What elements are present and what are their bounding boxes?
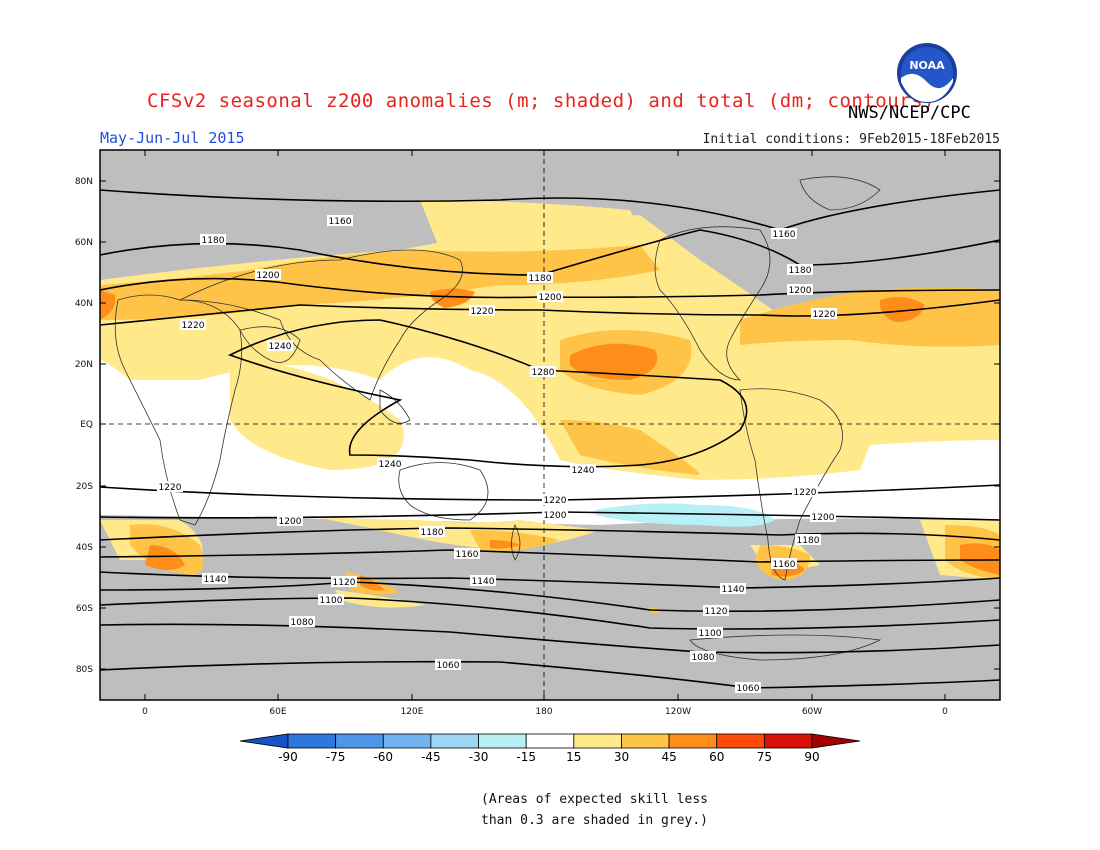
colorbar-label: 60 (709, 750, 724, 764)
contour-label: 1060 (437, 661, 460, 671)
lon-label: 0 (942, 707, 948, 717)
contour-label: 1200 (789, 286, 812, 296)
lat-label: 60N (75, 238, 93, 248)
colorbar-segment (335, 733, 384, 749)
lon-label: 180 (535, 707, 552, 717)
initial-conditions: Initial conditions: 9Feb2015-18Feb2015 (702, 132, 1000, 147)
map-field: 1160 1160 1180 1180 1180 1200 1200 1200 1220 1220… (100, 150, 1000, 700)
contour-label: 1240 (379, 460, 402, 470)
lon-label: 60W (802, 707, 822, 717)
latitude-labels: 80N 60N 40N 20N EQ 20S 40S 60S 80S (75, 177, 1000, 675)
colorbar-segment (525, 733, 575, 749)
longitude-labels: 0 60E 120E 180 120W 60W 0 (142, 150, 948, 717)
lat-label: 80N (75, 177, 93, 187)
colorbar-segment (716, 733, 765, 749)
colorbar-label: 15 (566, 750, 581, 764)
anomaly-45-60 (570, 343, 658, 380)
colorbar-segment (287, 733, 337, 749)
colorbar-label: -90 (278, 750, 298, 764)
contour-label: 1060 (737, 684, 760, 694)
contour-label: 1200 (279, 517, 302, 527)
colorbar-segment (573, 733, 622, 749)
lat-label: 60S (76, 604, 93, 614)
contour-label: 1220 (544, 496, 567, 506)
contour-label: 1140 (204, 575, 227, 585)
colorbar-label: -45 (421, 750, 441, 764)
contour-label: 1220 (471, 307, 494, 317)
contour-label: 1220 (182, 321, 205, 331)
contour-label: 1180 (529, 274, 552, 284)
noaa-logo-text: NOAA (909, 59, 945, 72)
colorbar-segment (763, 733, 813, 749)
skill-note-line1: (Areas of expected skill less (481, 792, 708, 807)
contour-label: 1080 (291, 618, 314, 628)
forecast-period: May-Jun-Jul 2015 (100, 129, 245, 147)
lat-label: 40N (75, 299, 93, 309)
colorbar-segment (430, 733, 479, 749)
lat-label: 20S (76, 482, 93, 492)
agency-label: NWS/NCEP/CPC (848, 103, 971, 123)
contour-label: 1140 (722, 585, 745, 595)
contour-label: 1160 (456, 550, 479, 560)
lon-label: 120W (665, 707, 691, 717)
lat-label: EQ (80, 420, 93, 430)
contour-label: 1080 (692, 653, 715, 663)
contour-label: 1180 (789, 266, 812, 276)
contour-label: 1280 (532, 368, 555, 378)
colorbar-label: -30 (469, 750, 489, 764)
contour-label: 1200 (812, 513, 835, 523)
contour-label: 1200 (544, 511, 567, 521)
contour-label: 1220 (159, 483, 182, 493)
coastlines (114, 176, 882, 661)
contour-label: 1160 (329, 217, 352, 227)
map-frame (99, 149, 1001, 701)
anomaly-negative (595, 503, 775, 527)
colorbar-label: 45 (661, 750, 676, 764)
colorbar-arrow-left (239, 733, 289, 749)
contour-label: 1240 (269, 342, 292, 352)
contour-label: 1140 (472, 577, 495, 587)
lon-label: 60E (269, 707, 286, 717)
colorbar-label: -75 (326, 750, 346, 764)
lat-label: 40S (76, 543, 93, 553)
contour-label: 1100 (320, 596, 343, 606)
noaa-logo: NOAA (897, 43, 957, 103)
colorbar-segment (478, 733, 527, 749)
colorbar: -90 -75 -60 -45 -30 -15 15 30 45 60 75 90 (239, 733, 861, 764)
contour-label: 1220 (794, 488, 817, 498)
contour-label: 1200 (257, 271, 280, 281)
contour-label: 1200 (539, 293, 562, 303)
colorbar-label: 90 (804, 750, 819, 764)
contour-label: 1100 (699, 629, 722, 639)
contour-label: 1160 (773, 230, 796, 240)
anomaly-30-45 (100, 245, 660, 320)
contour-label: 1120 (333, 578, 356, 588)
colorbar-label: -15 (516, 750, 536, 764)
contour-label: 1180 (421, 528, 444, 538)
colorbar-segment (668, 733, 718, 749)
colorbar-label: 75 (757, 750, 772, 764)
lat-label: 20N (75, 360, 93, 370)
contour-label: 1160 (773, 560, 796, 570)
colorbar-label: 30 (614, 750, 629, 764)
contour-label: 1180 (202, 236, 225, 246)
contour-label: 1180 (797, 536, 820, 546)
lat-label: 80S (76, 665, 93, 675)
contour-labels: 1160 1160 1180 1180 1180 1200 1200 1200 1220 1220… (157, 215, 837, 694)
contour-label: 1240 (572, 466, 595, 476)
colorbar-arrow-right (811, 733, 861, 749)
contour-label: 1220 (813, 310, 836, 320)
colorbar-label: -60 (373, 750, 393, 764)
lon-label: 0 (142, 707, 148, 717)
colorbar-segment (382, 733, 432, 749)
skill-note-line2: than 0.3 are shaded in grey.) (481, 813, 708, 828)
lon-label: 120E (401, 707, 424, 717)
chart-title: CFSv2 seasonal z200 anomalies (m; shaded… (147, 90, 935, 112)
colorbar-segment (621, 733, 670, 749)
contour-label: 1120 (705, 607, 728, 617)
